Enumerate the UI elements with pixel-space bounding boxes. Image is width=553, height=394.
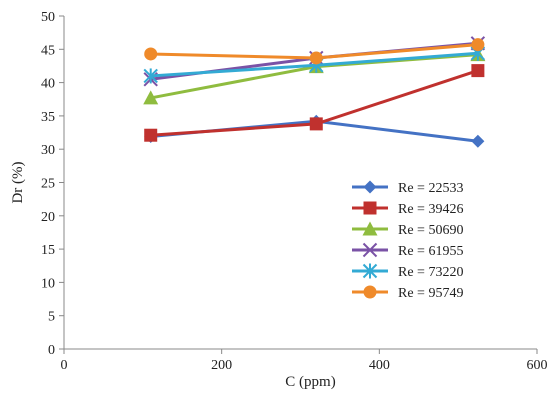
y-tick-label: 10 — [41, 276, 55, 291]
legend-label: Re = 50690 — [398, 223, 463, 238]
data-point — [471, 134, 485, 148]
legend-label: Re = 22533 — [398, 181, 463, 196]
legend-marker — [362, 263, 378, 279]
y-tick-label: 50 — [41, 10, 55, 25]
y-tick-label: 45 — [41, 43, 55, 58]
x-tick-label: 0 — [61, 358, 68, 373]
y-tick-label: 35 — [41, 110, 55, 125]
data-point — [144, 47, 158, 61]
y-tick-label: 25 — [41, 177, 55, 192]
y-tick-label: 40 — [41, 77, 55, 92]
y-tick-label: 5 — [48, 310, 55, 325]
y-axis-title: Dr (%) — [10, 161, 26, 203]
legend-marker — [362, 242, 378, 258]
legend-marker — [363, 180, 377, 194]
data-point — [144, 128, 158, 142]
plot-area: 0 5 10 15 20 25 30 35 40 45 50 0 200 400 600 — [41, 10, 548, 373]
legend-marker-stroke — [362, 242, 378, 258]
y-tick-label: 20 — [41, 210, 55, 225]
x-tick-label: 400 — [369, 358, 390, 373]
data-point — [471, 38, 485, 52]
legend-label: Re = 61955 — [398, 244, 463, 259]
data-point — [143, 68, 158, 84]
y-tick-label: 0 — [48, 343, 55, 358]
data-point — [143, 90, 159, 105]
legend: Re = 22533 Re = 39426 Re = 50690 Re = 61955… — [352, 180, 463, 301]
data-point — [309, 51, 323, 65]
legend-marker — [362, 221, 378, 236]
legend-label: Re = 95749 — [398, 286, 463, 301]
legend-label: Re = 39426 — [398, 202, 463, 217]
legend-label: Re = 73220 — [398, 265, 463, 280]
data-point — [309, 117, 323, 131]
y-tick-label: 30 — [41, 143, 55, 158]
data-point — [471, 64, 485, 78]
legend-marker — [363, 201, 377, 215]
x-axis-title: C (ppm) — [285, 374, 335, 390]
y-tick-label: 15 — [41, 243, 55, 258]
x-tick-label: 600 — [527, 358, 548, 373]
legend-marker — [363, 285, 377, 299]
x-tick-label: 200 — [211, 358, 232, 373]
